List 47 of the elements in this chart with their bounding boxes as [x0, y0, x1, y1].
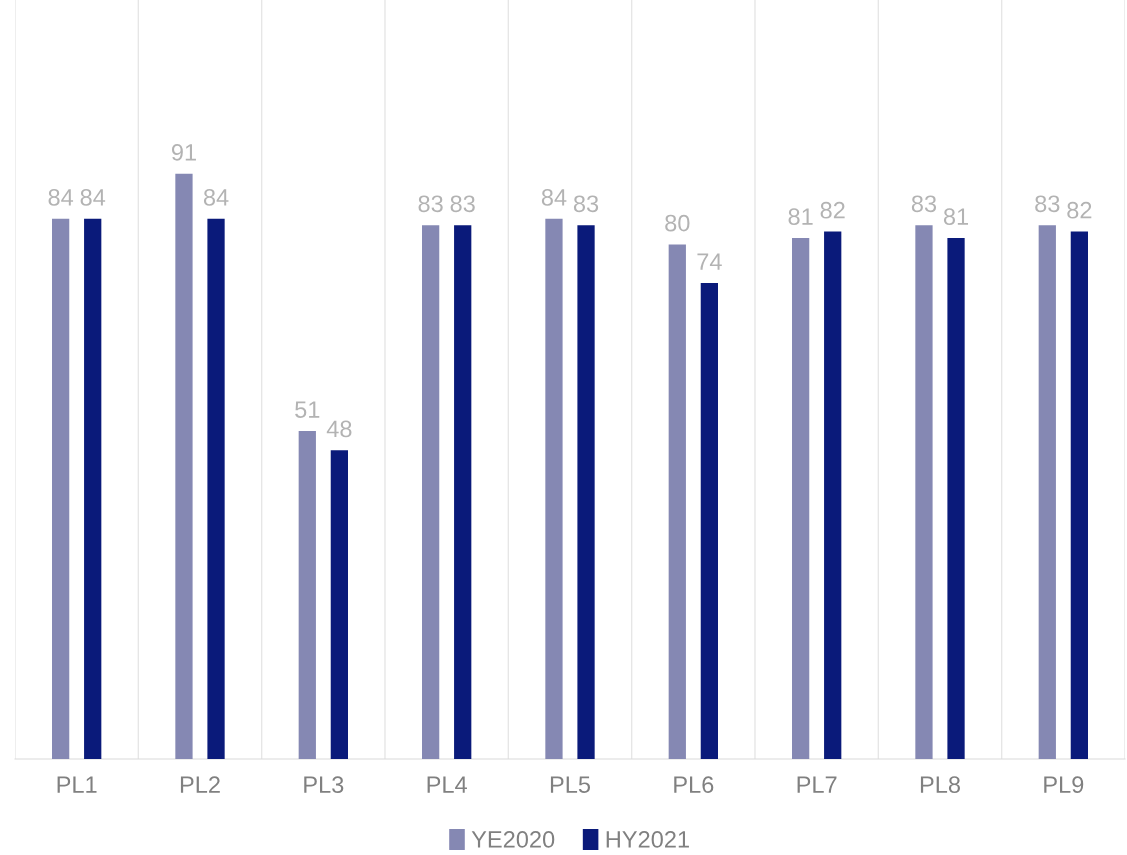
- data-label: 82: [1067, 201, 1092, 219]
- data-label: 48: [326, 420, 352, 438]
- x-tick-label: PL7: [797, 776, 837, 793]
- x-tick-label: PL9: [1044, 776, 1084, 794]
- x-tick-label: PL5: [550, 776, 591, 794]
- data-label: 51: [295, 401, 320, 418]
- bar: [668, 244, 686, 759]
- data-label: 83: [911, 195, 937, 213]
- data-label: 83: [418, 195, 443, 213]
- legend-label: YE2020: [471, 831, 555, 848]
- bar: [175, 173, 193, 759]
- data-label: 80: [665, 214, 690, 232]
- data-label: 83: [1035, 195, 1060, 213]
- data-label: 84: [203, 188, 229, 206]
- bar: [792, 237, 810, 759]
- x-tick-label: PL1: [57, 776, 97, 793]
- legend-label: HY2021: [606, 831, 689, 848]
- data-label: 84: [541, 188, 567, 206]
- x-tick-label: PL6: [674, 776, 714, 794]
- data-label: 74: [697, 253, 722, 270]
- data-label: 83: [573, 195, 599, 213]
- bar: [1038, 225, 1056, 759]
- bar: [577, 225, 595, 759]
- data-label: 91: [171, 143, 196, 161]
- bar: [1070, 231, 1088, 759]
- bar: [947, 237, 965, 759]
- bar: [330, 450, 348, 759]
- x-tick-label: PL2: [180, 776, 220, 793]
- bar: [84, 218, 102, 759]
- x-tick-label: PL4: [427, 776, 467, 793]
- bar: [422, 225, 440, 759]
- bar: [700, 283, 718, 759]
- data-label: 81: [943, 208, 969, 225]
- bar: [454, 225, 472, 759]
- data-label: 82: [820, 201, 845, 219]
- bar: [824, 231, 842, 759]
- data-label: 83: [450, 195, 475, 213]
- x-tick-label: PL8: [920, 776, 960, 794]
- bar: [207, 218, 225, 759]
- bar: [915, 225, 933, 759]
- data-label: 84: [48, 188, 74, 206]
- data-label: 84: [80, 188, 106, 206]
- data-label: 81: [788, 208, 813, 225]
- bar: [52, 218, 70, 759]
- bar: [545, 218, 563, 759]
- x-tick-label: PL3: [304, 776, 344, 794]
- bar: [298, 430, 316, 759]
